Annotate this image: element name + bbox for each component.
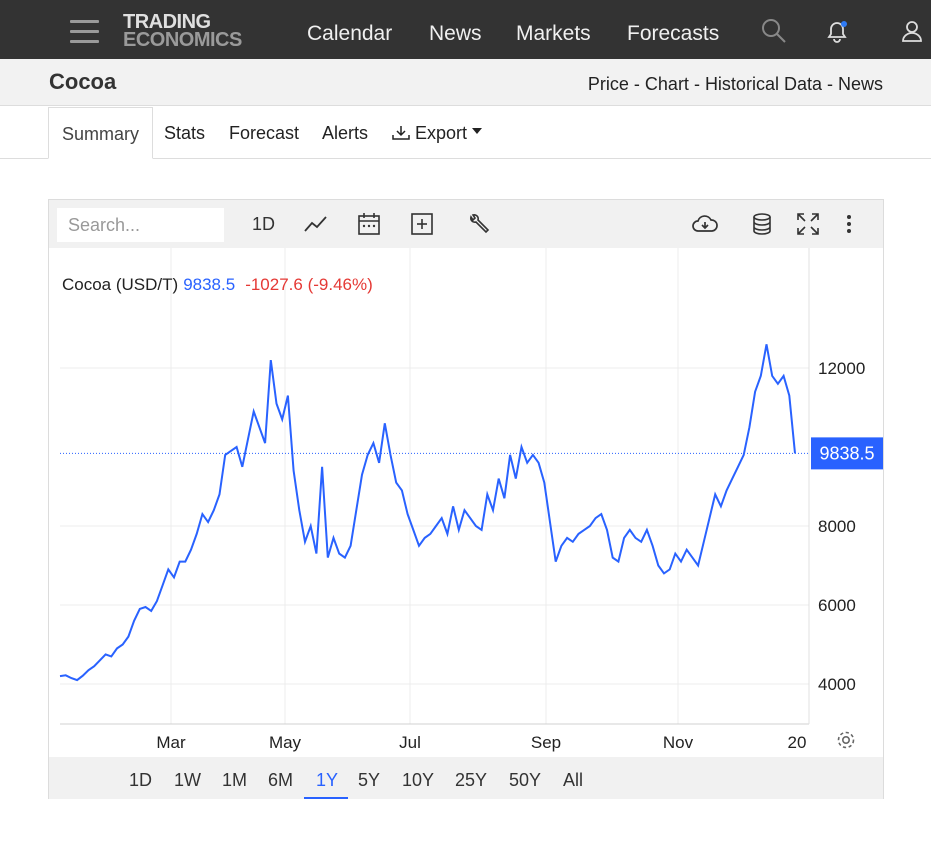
range-button-1d[interactable]: 1D: [129, 770, 153, 790]
x-tick-label: May: [269, 733, 302, 752]
download-icon: [392, 126, 410, 140]
calendar-icon[interactable]: [357, 212, 381, 236]
symbol-search-input[interactable]: [57, 208, 224, 242]
search-icon[interactable]: [761, 18, 787, 44]
chart-legend: Cocoa (USD/T) 9838.5 -1027.6 (-9.46%): [62, 275, 373, 294]
range-button-50y[interactable]: 50Y: [509, 770, 542, 790]
cloud-download-icon[interactable]: [691, 212, 719, 236]
export-label: Export: [415, 123, 468, 143]
range-button-all[interactable]: All: [563, 770, 584, 790]
y-tick-label: 12000: [818, 359, 865, 378]
interval-button[interactable]: 1D: [252, 214, 276, 234]
x-tick-label: Jul: [399, 733, 421, 752]
logo-line-2: ECONOMICS: [123, 29, 242, 51]
y-tick-label: 8000: [818, 517, 856, 536]
breadcrumb-separator: -: [821, 74, 838, 94]
line-chart-icon[interactable]: [303, 212, 329, 236]
legend-price: 9838.5: [183, 275, 235, 294]
tab-summary[interactable]: Summary: [48, 107, 154, 159]
x-tick-label: 20: [788, 733, 807, 752]
nav-calendar[interactable]: Calendar: [307, 22, 393, 45]
nav-news[interactable]: News: [429, 22, 482, 45]
tab-export[interactable]: Export: [392, 123, 483, 144]
breadcrumb-separator: -: [628, 74, 645, 94]
nav-forecasts[interactable]: Forecasts: [627, 22, 720, 45]
legend-symbol: Cocoa (USD/T): [62, 275, 178, 294]
tab-forecast[interactable]: Forecast: [229, 123, 300, 143]
range-selector: 1D 1W 1M 6M 1Y 5Y 10Y 25Y 50Y All: [49, 757, 883, 799]
range-button-1w[interactable]: 1W: [174, 770, 201, 790]
tab-stats[interactable]: Stats: [164, 123, 206, 143]
link-news[interactable]: News: [837, 74, 883, 94]
x-tick-label: Mar: [156, 733, 186, 752]
range-button-5y[interactable]: 5Y: [358, 770, 381, 790]
logo[interactable]: TRADING ECONOMICS: [123, 11, 242, 51]
tab-bar: Summary Stats Forecast Alerts Export: [0, 107, 931, 159]
logo-line-1: TRADING: [123, 11, 211, 33]
tab-alerts[interactable]: Alerts: [322, 123, 369, 143]
last-price-label: 9838.5: [819, 443, 874, 463]
wrench-icon[interactable]: [467, 212, 491, 236]
x-tick-label: Sep: [531, 733, 561, 752]
range-button-10y[interactable]: 10Y: [402, 770, 435, 790]
page-header: Cocoa Price - Chart - Historical Data - …: [0, 59, 931, 106]
top-navbar: TRADING ECONOMICS Calendar News Markets …: [0, 0, 931, 59]
series-line: [59, 344, 796, 682]
breadcrumb-separator: -: [688, 74, 705, 94]
page-title: Cocoa: [49, 69, 117, 94]
menu-icon[interactable]: [70, 20, 99, 44]
x-tick-label: Nov: [663, 733, 694, 752]
range-button-6m[interactable]: 6M: [268, 770, 294, 790]
y-tick-label: 6000: [818, 596, 856, 615]
price-chart[interactable]: 4000 6000 8000 12000 Mar May Jul Sep Nov 20 9838…: [49, 248, 883, 758]
add-indicator-icon[interactable]: [410, 212, 434, 236]
link-historical-data[interactable]: Historical Data: [704, 74, 822, 94]
nav-markets[interactable]: Markets: [516, 22, 591, 45]
chart-toolbar: 1D: [49, 200, 883, 248]
database-icon[interactable]: [751, 212, 773, 236]
breadcrumb: Price - Chart - Historical Data - News: [588, 74, 883, 95]
more-options-icon[interactable]: [845, 212, 853, 236]
range-button-1m[interactable]: 1M: [222, 770, 248, 790]
y-tick-label: 4000: [818, 675, 856, 694]
range-button-1y[interactable]: 1Y: [316, 770, 339, 790]
bell-icon[interactable]: [824, 18, 850, 44]
fullscreen-icon[interactable]: [796, 212, 820, 236]
last-price-badge: [811, 437, 883, 470]
legend-change: -1027.6 (-9.46%): [245, 275, 373, 294]
caret-down-icon: [472, 128, 483, 134]
chart-widget: 1D 4000 6000 8000 12000 Mar May Jul Sep Nov 20 9…: [48, 199, 884, 799]
chart-settings-icon[interactable]: [837, 731, 855, 749]
active-range-underline: [304, 797, 348, 799]
link-chart[interactable]: Chart: [644, 74, 689, 94]
user-icon[interactable]: [899, 18, 925, 44]
range-button-25y[interactable]: 25Y: [455, 770, 488, 790]
link-price[interactable]: Price: [587, 74, 629, 94]
